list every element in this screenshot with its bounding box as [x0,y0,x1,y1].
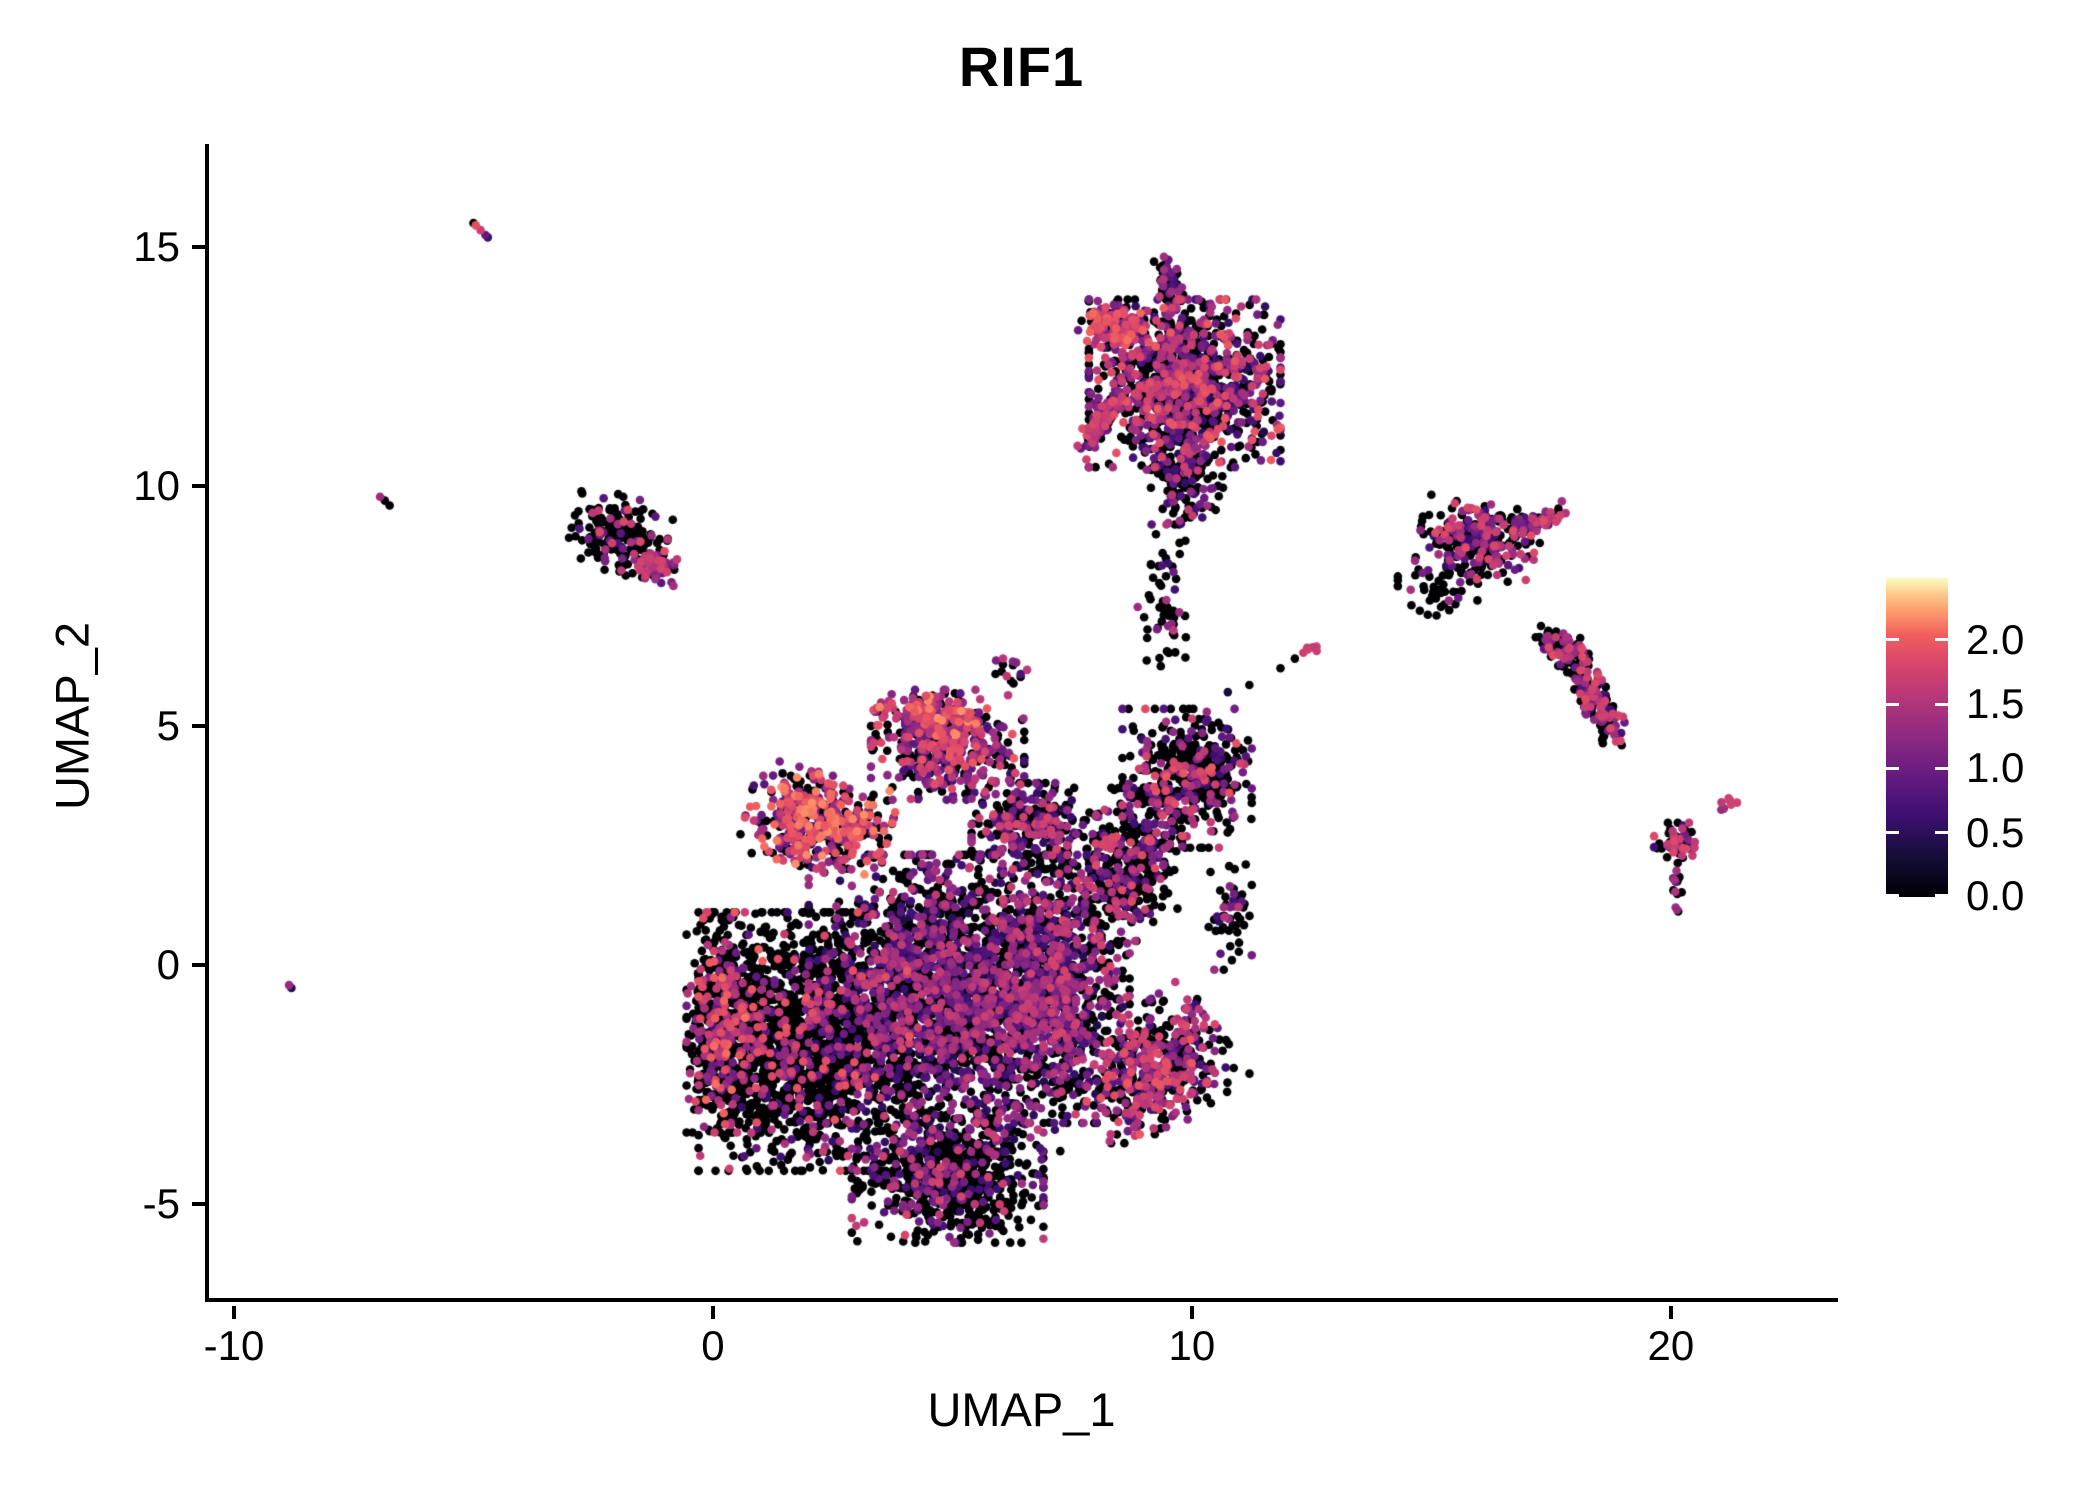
y-tick-label: 0 [156,940,180,988]
x-tick-label: 10 [1168,1322,1216,1369]
colorbar-tick-mark [1886,766,1899,770]
y-tick-mark [192,1202,205,1207]
x-axis-title: UMAP_1 [927,1383,1116,1436]
plot-panel [205,144,1838,1302]
x-tick-label: -10 [203,1322,265,1369]
colorbar-tick-label: 0.5 [1966,808,2025,856]
y-tick-mark [192,484,205,489]
colorbar-tick-mark [1935,831,1948,835]
colorbar [1886,578,1948,897]
colorbar-tick-mark [1935,894,1948,897]
x-tick-mark [1668,1306,1673,1319]
colorbar-tick-label: 1.0 [1966,744,2025,792]
x-tick-mark [231,1306,236,1319]
y-tick-label: 10 [133,462,180,510]
y-tick-mark [192,244,205,249]
colorbar-tick-mark [1886,831,1899,835]
plot-title: RIF1 [958,35,1085,98]
x-tick-mark [710,1306,715,1319]
x-tick-label: 0 [701,1322,725,1369]
colorbar-tick-label: 0.0 [1966,871,2025,919]
colorbar-tick-mark [1935,702,1948,706]
colorbar-tick-mark [1935,766,1948,770]
colorbar-tick-mark [1886,638,1899,642]
colorbar-tick-mark [1886,894,1899,897]
x-tick-mark [1189,1306,1194,1319]
x-tick-label: 20 [1647,1322,1695,1369]
colorbar-tick-mark [1886,702,1899,706]
y-tick-mark [192,962,205,967]
colorbar-tick-mark [1935,638,1948,642]
y-tick-label: 5 [156,701,180,749]
colorbar-tick-label: 2.0 [1966,615,2025,663]
y-tick-mark [192,723,205,728]
y-tick-label: 15 [133,222,180,270]
y-tick-label: -5 [142,1180,180,1228]
colorbar-gradient [1886,578,1948,897]
colorbar-tick-label: 1.5 [1966,680,2025,728]
